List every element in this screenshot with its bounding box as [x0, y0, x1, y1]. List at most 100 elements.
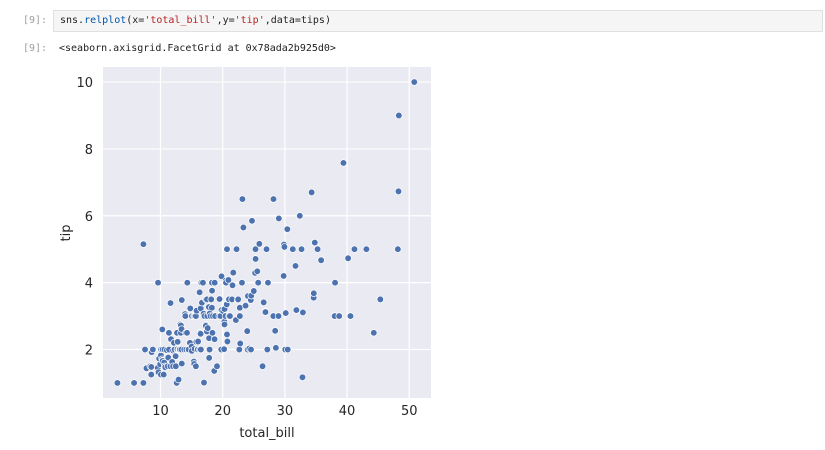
x-tick-labels: 10 20 30 40 50: [152, 404, 417, 419]
y-axis-label: tip: [59, 225, 74, 242]
data-point: [205, 345, 214, 354]
data-point: [283, 225, 292, 233]
data-point: [183, 279, 191, 287]
data-point: [205, 354, 213, 362]
data-point: [258, 362, 267, 370]
data-point: [196, 330, 205, 338]
data-point: [264, 279, 272, 287]
data-point: [298, 373, 307, 381]
code-x-arg: 'total_bill': [144, 15, 217, 26]
data-point: [317, 256, 325, 264]
data-point: [247, 345, 255, 354]
code-text: sns.relplot(x='total_bill',y='tip',data=…: [60, 15, 331, 26]
x-tick-label: 30: [277, 404, 294, 419]
data-point: [297, 245, 306, 253]
data-point: [192, 362, 200, 370]
data-point: [313, 245, 322, 253]
data-point: [344, 254, 352, 262]
data-point: [199, 279, 207, 287]
data-point: [228, 281, 237, 289]
data-point: [331, 279, 339, 287]
data-point: [197, 345, 205, 354]
data-point: [186, 304, 194, 313]
data-point: [213, 362, 221, 370]
data-point: [370, 329, 378, 337]
data-point: [238, 195, 247, 203]
data-point: [208, 287, 216, 295]
data-point: [217, 272, 226, 280]
data-point: [395, 111, 403, 120]
data-point: [181, 312, 190, 320]
x-tick-label: 50: [401, 404, 418, 419]
data-point: [335, 312, 343, 320]
data-point: [204, 324, 212, 332]
data-point: [208, 329, 217, 337]
data-point: [250, 287, 258, 295]
data-point: [147, 363, 155, 371]
data-point: [147, 370, 155, 379]
data-point: [254, 279, 262, 287]
data-point: [394, 245, 402, 253]
y-tick-label: 4: [85, 277, 93, 292]
data-point: [307, 188, 316, 197]
data-point: [154, 279, 162, 287]
code-input[interactable]: sns.relplot(x='total_bill',y='tip',data=…: [53, 10, 823, 32]
data-point: [269, 195, 278, 203]
data-point: [195, 288, 204, 296]
data-point: [234, 295, 242, 304]
y-tick-label: 2: [85, 344, 93, 359]
output-text: <seaborn.axisgrid.FacetGrid at 0x78ada2b…: [59, 43, 336, 54]
data-point: [171, 352, 180, 360]
data-point: [296, 212, 304, 220]
data-points: [113, 78, 418, 387]
data-point: [346, 312, 355, 320]
data-point: [311, 238, 319, 247]
data-point: [243, 327, 251, 335]
data-point: [223, 330, 231, 339]
data-point: [130, 379, 138, 387]
data-point: [165, 329, 173, 337]
data-point: [274, 312, 283, 320]
data-point: [251, 255, 260, 263]
y-tick-label: 6: [85, 210, 93, 225]
data-point: [194, 337, 202, 346]
data-point: [158, 325, 166, 334]
data-point: [272, 344, 280, 352]
data-point: [139, 379, 148, 387]
x-tick-label: 40: [339, 404, 356, 419]
data-point: [178, 296, 186, 304]
data-point: [224, 276, 233, 284]
data-point: [174, 375, 183, 384]
data-point: [251, 245, 260, 253]
data-point: [284, 345, 292, 354]
code-mid: ,y=: [216, 15, 235, 26]
data-point: [178, 359, 186, 368]
code-rest: ,data=tips): [264, 15, 331, 26]
code-obj: sns.: [60, 15, 85, 26]
data-point: [141, 345, 149, 354]
data-point: [241, 302, 250, 310]
data-point: [289, 245, 297, 253]
data-point: [255, 240, 263, 248]
data-point: [299, 308, 307, 317]
data-point: [223, 337, 232, 346]
data-point: [239, 223, 248, 232]
data-point: [226, 312, 234, 320]
data-point: [260, 298, 268, 307]
data-point: [280, 243, 289, 251]
data-point: [394, 187, 403, 196]
data-point: [279, 272, 288, 280]
data-point: [275, 214, 283, 223]
data-point: [220, 345, 228, 353]
data-point: [271, 327, 279, 335]
data-point: [310, 289, 318, 298]
x-axis-label: total_bill: [239, 426, 294, 441]
data-point: [261, 308, 270, 316]
data-point: [223, 245, 231, 253]
data-point: [262, 245, 271, 253]
y-tick-labels: 2 4 6 8 10: [76, 76, 93, 358]
data-point: [229, 268, 237, 277]
data-point: [208, 304, 216, 312]
data-point: [248, 217, 256, 225]
